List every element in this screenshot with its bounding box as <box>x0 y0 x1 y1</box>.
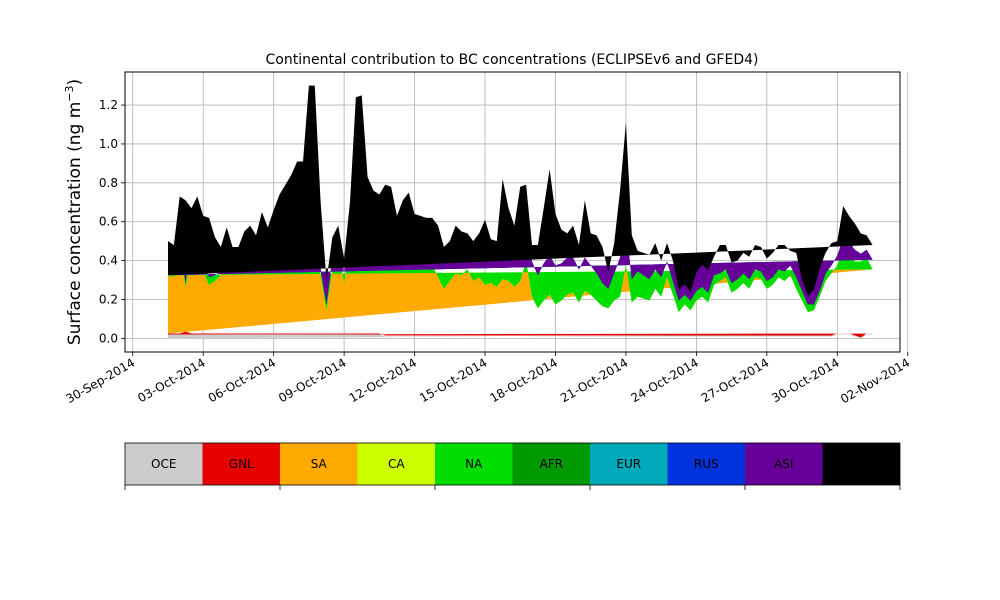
y-tick-label: 1.0 <box>99 137 118 151</box>
y-axis-label-exponent: −3 <box>63 85 76 101</box>
legend-label-rus: RUS <box>694 457 719 471</box>
series-area-oce <box>167 332 873 339</box>
legend-swatch-ca <box>357 443 435 485</box>
plot-frame <box>124 71 901 353</box>
y-axis-label-close: ) <box>65 79 85 86</box>
stacked-areas <box>167 85 873 339</box>
legend-swatch-asi <box>745 443 823 485</box>
y-tick-label: 0.6 <box>99 215 118 229</box>
legend-label-afr: AFR <box>540 457 563 471</box>
legend-swatch-oce <box>125 443 203 485</box>
legend-label-eur: EUR <box>616 457 641 471</box>
legend-label-gnl: GNL <box>229 457 254 471</box>
legend-swatch-na <box>435 443 513 485</box>
series-area-aus <box>167 85 873 296</box>
y-axis-label: Surface concentration (ng m−3) <box>63 79 85 345</box>
legend-label-sa: SA <box>311 457 328 471</box>
series-area-gnl <box>167 331 873 338</box>
legend-swatch-afr <box>512 443 590 485</box>
legend-frame <box>124 442 901 486</box>
legend-label-aus: AUS <box>849 457 874 471</box>
y-tick-label: 0.8 <box>99 176 118 190</box>
legend-swatch-gnl <box>202 443 280 485</box>
chart-title: Continental contribution to BC concentra… <box>266 52 759 68</box>
legend-swatch-aus <box>822 443 900 485</box>
y-tick-label: 1.2 <box>99 98 118 112</box>
legend-label-oce: OCE <box>151 457 176 471</box>
legend-swatch-eur <box>590 443 668 485</box>
legend-label-asi: ASI <box>774 457 793 471</box>
y-tick-label: 0.0 <box>99 331 118 345</box>
legend-colorbar: OCE GNL SA CA NA AFR EUR RUS ASI AUS <box>124 442 901 490</box>
y-axis: 0.0 0.2 0.4 0.6 0.8 1.0 1.2 <box>99 98 125 345</box>
legend-label-na: NA <box>465 457 483 471</box>
legend-swatch-sa <box>280 443 358 485</box>
y-tick-label: 0.2 <box>99 293 118 307</box>
legend-swatch-rus <box>667 443 745 485</box>
y-tick-label: 0.4 <box>99 254 118 268</box>
legend-label-ca: CA <box>388 457 405 471</box>
y-axis-label-text: Surface concentration (ng m <box>65 102 85 345</box>
